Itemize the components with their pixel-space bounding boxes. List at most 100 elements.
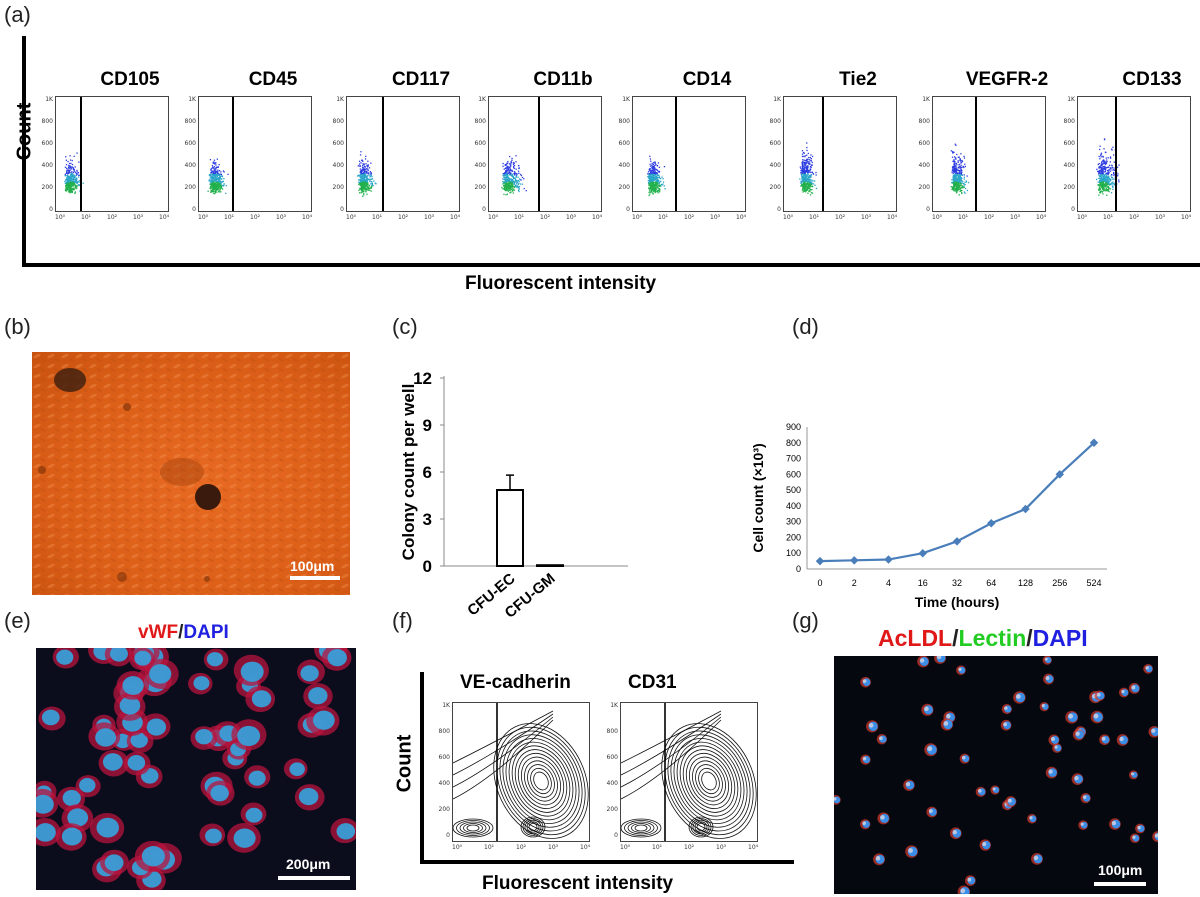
panel-a-y-tick: 1K <box>478 96 486 103</box>
panel-d-x-tick: 16 <box>918 578 928 588</box>
panel-a-x-tick: 10⁰ <box>55 214 66 221</box>
panel-d-point <box>918 548 927 558</box>
panel-label-g: (g) <box>792 608 819 633</box>
panel-a-marker-title: CD14 <box>682 69 732 90</box>
flow-plot-tie2 <box>783 96 897 212</box>
vwf-label: vWF <box>138 622 179 643</box>
panel-a-x-tick: 10⁰ <box>932 214 943 221</box>
cell-texture <box>32 352 350 595</box>
panel-f-y-tick: 800 <box>606 728 618 735</box>
panel-e-slash: / <box>178 622 184 643</box>
panel-a-y-tick: 200 <box>769 184 781 191</box>
flow-scatter <box>647 97 677 211</box>
panel-a-x-tick: 10⁰ <box>346 214 357 221</box>
panel-d-y-tick: 300 <box>786 517 801 527</box>
contour-lines <box>620 703 757 841</box>
panel-a-x-tick: 10³ <box>566 214 577 221</box>
panel-a-y-tick: 0 <box>192 206 196 213</box>
panel-a-x-tick: 10⁴ <box>1036 214 1047 221</box>
panel-a-y-tick: 1K <box>45 96 53 103</box>
panel-f-y-tick: 1K <box>610 702 618 709</box>
panel-f-x-tick: 10² <box>684 844 695 851</box>
panel-f-x-tick: 10⁴ <box>580 844 591 851</box>
panel-a-x-tick: 10² <box>835 214 846 221</box>
panel-a-x-axis-line <box>22 263 1200 267</box>
panel-a-marker-title: VEGFR-2 <box>965 69 1049 90</box>
panel-f-y-tick: 400 <box>438 780 450 787</box>
panel-a-y-tick: 600 <box>618 140 630 147</box>
panel-a-y-tick: 800 <box>918 118 930 125</box>
panel-a-x-tick: 10³ <box>276 214 287 221</box>
panel-d-x-tick: 0 <box>817 578 822 588</box>
panel-e-title: vWF/DAPI <box>138 622 229 644</box>
panel-c-bar <box>496 489 524 567</box>
panel-a-x-tick: 10² <box>984 214 995 221</box>
flow-scatter <box>207 97 234 211</box>
panel-a-x-tick: 10¹ <box>658 214 669 221</box>
panel-f-x-tick: 10¹ <box>652 844 663 851</box>
panel-f-x-tick: 10⁰ <box>620 844 631 851</box>
panel-d-line-chart: 0 100 200 300 400 500 600 700 800 900 0 2 4 16 32 64 128… <box>750 422 1107 610</box>
panel-a-y-tick: 600 <box>184 140 196 147</box>
panel-f-y-tick: 1K <box>442 702 450 709</box>
panel-d-y-tick: 200 <box>786 532 801 542</box>
panel-a-y-tick: 200 <box>474 184 486 191</box>
panel-a-y-axis-line <box>22 36 26 267</box>
panel-a-y-tick: 200 <box>184 184 196 191</box>
flow-plot-vegfr-2 <box>932 96 1046 212</box>
panel-a-y-tick: 200 <box>618 184 630 191</box>
flow-scatter <box>1096 97 1120 211</box>
panel-f-x-tick: 10⁴ <box>748 844 759 851</box>
panel-d-x-tick: 524 <box>1086 578 1101 588</box>
panel-a-x-tick: 10¹ <box>81 214 92 221</box>
panel-a-marker-title: CD133 <box>1122 69 1182 90</box>
panel-a-x-tick: 10² <box>1129 214 1140 221</box>
lectin-label: Lectin <box>958 625 1027 651</box>
panel-a-y-tick: 0 <box>1071 206 1075 213</box>
flow-scatter <box>64 97 84 211</box>
panel-a-x-tick: 10³ <box>133 214 144 221</box>
panel-d-y-tick: 800 <box>786 438 801 448</box>
panel-d-y-tick: 700 <box>786 454 801 464</box>
dapi-label: DAPI <box>183 622 229 643</box>
panel-a-y-tick: 800 <box>769 118 781 125</box>
flow-plot-cd14 <box>632 96 746 212</box>
panel-d-x-tick: 4 <box>886 578 891 588</box>
panel-d-point <box>987 519 996 528</box>
panel-b-scale-label: 100μm <box>290 558 335 574</box>
panel-a-marker-title: CD45 <box>248 69 298 90</box>
panel-a-y-tick: 400 <box>474 162 486 169</box>
panel-f-x-tick: 10² <box>516 844 527 851</box>
panel-a-y-tick: 400 <box>918 162 930 169</box>
panel-d-x-tick: 256 <box>1052 578 1067 588</box>
panel-a-y-tick: 400 <box>332 162 344 169</box>
panel-a-marker-title: CD11b <box>533 69 593 90</box>
panel-a-x-tick: 10¹ <box>809 214 820 221</box>
panel-c-bar <box>536 564 564 567</box>
panel-f-x-tick: 10¹ <box>484 844 495 851</box>
panel-a-x-tick: 10² <box>250 214 261 221</box>
panel-f-y-tick: 0 <box>446 832 450 839</box>
flow-plot-cd105 <box>55 96 169 212</box>
panel-g-scale-bar <box>1094 882 1146 886</box>
flow-scatter <box>501 97 540 211</box>
panel-d-x-tick: 32 <box>952 578 962 588</box>
panel-d-x-tick: 2 <box>852 578 857 588</box>
contour-lines <box>452 703 589 841</box>
vwf-cells <box>36 648 356 890</box>
panel-a-y-tick: 0 <box>626 206 630 213</box>
panel-a-y-tick: 200 <box>1063 184 1075 191</box>
panel-f-y-tick: 200 <box>606 806 618 813</box>
panel-f-x-tick: 10⁰ <box>452 844 463 851</box>
panel-a-y-tick: 600 <box>474 140 486 147</box>
panel-g-title: AcLDL/Lectin/DAPI <box>878 625 1088 652</box>
panel-a-x-tick: 10¹ <box>224 214 235 221</box>
panel-f-marker-title: CD31 <box>628 672 677 693</box>
panel-label-b: (b) <box>4 314 31 339</box>
panel-a-y-tick: 800 <box>1063 118 1075 125</box>
panel-a-y-tick: 1K <box>622 96 630 103</box>
panel-b-scale-bar <box>290 576 340 580</box>
panel-c-error-bar <box>506 474 514 491</box>
panel-d-y-tick: 600 <box>786 469 801 479</box>
panel-a-x-tick: 10⁴ <box>592 214 603 221</box>
